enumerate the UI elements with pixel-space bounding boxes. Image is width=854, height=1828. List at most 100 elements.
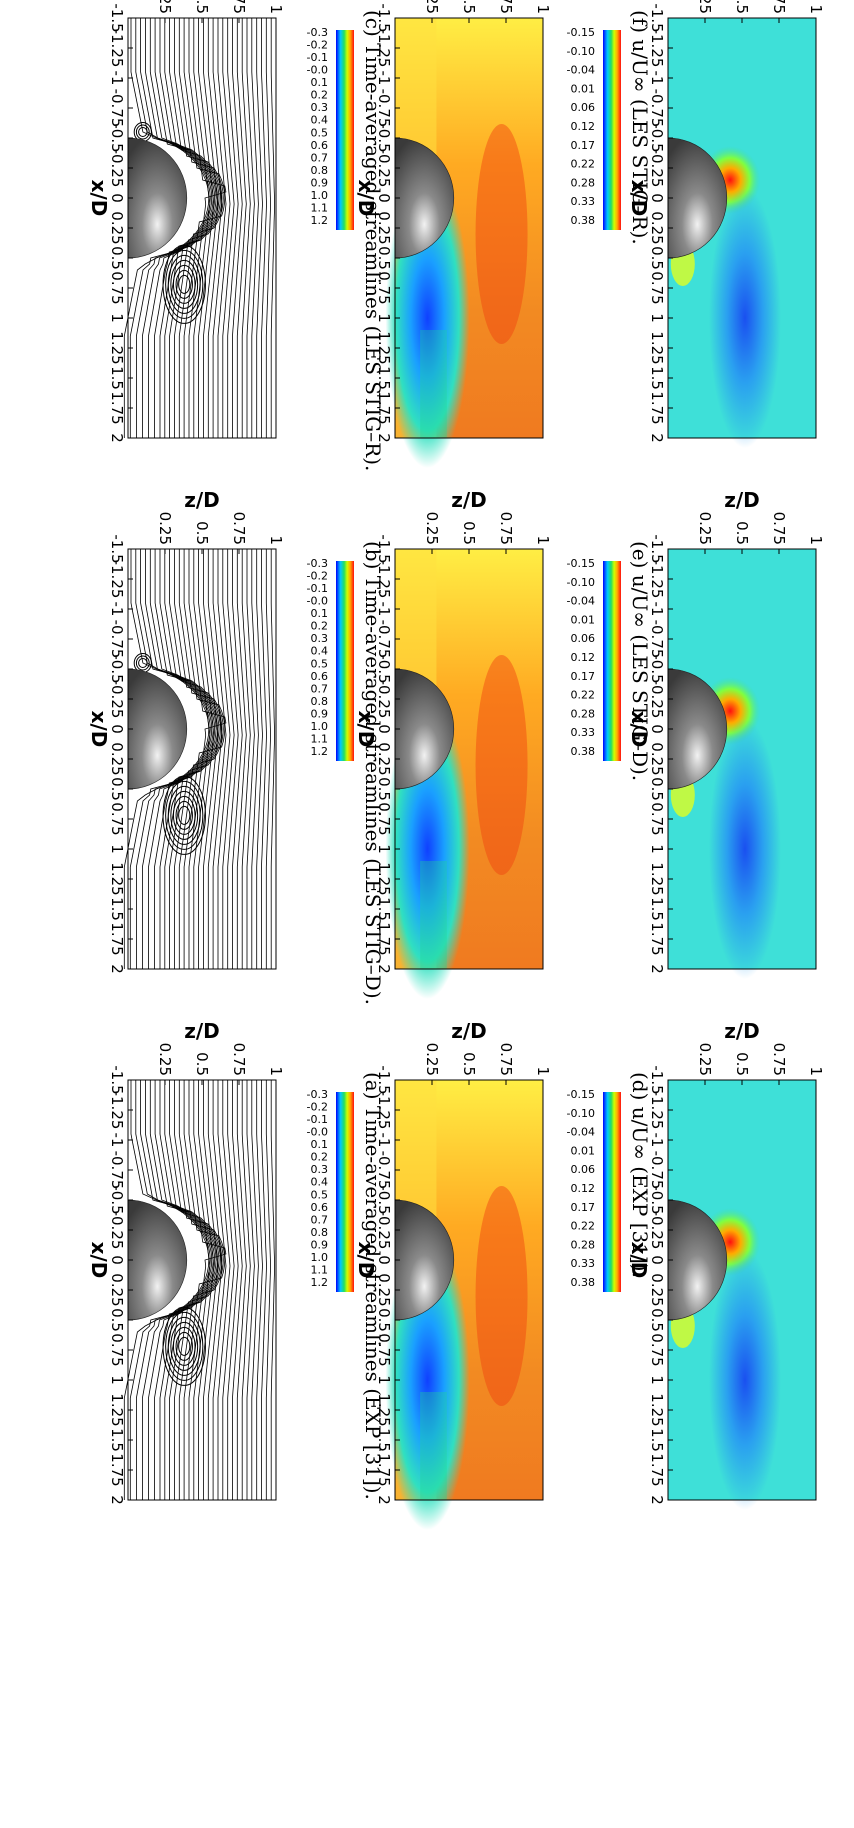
w-les-d-xtick-label: -0.25 bbox=[648, 680, 666, 719]
u-les-r-wake-tail bbox=[420, 330, 447, 438]
u-les-d-xtick-label: -1 bbox=[375, 602, 393, 617]
colorbar-w-les-d-tick: -0.15 bbox=[567, 557, 595, 570]
colorbar-u-les-r-tick: -0.2 bbox=[307, 39, 328, 52]
streamlines-exp-streamline bbox=[142, 1080, 214, 1500]
u-les-d-ytick-label: 1 bbox=[534, 535, 552, 545]
streamlines-les-d-streamline bbox=[270, 549, 276, 969]
colorbar-u-les-r-tick: 1.2 bbox=[311, 214, 329, 227]
colorbar-u-les-r-bar bbox=[336, 30, 354, 230]
u-les-r-xtick-label: 1.25 bbox=[375, 331, 393, 364]
w-les-r-xtick-label: -1 bbox=[648, 71, 666, 86]
streamlines-exp-streamline bbox=[212, 1080, 227, 1500]
streamlines-exp-wake-vortex bbox=[165, 1311, 204, 1381]
u-exp-wake-tail bbox=[420, 1392, 447, 1500]
streamlines-les-r-xtick-label: 1.25 bbox=[108, 331, 126, 364]
u-les-r-xtick-label: -1.25 bbox=[375, 29, 393, 68]
streamlines-exp-wake-vortex bbox=[178, 1336, 191, 1356]
streamlines-les-r-streamline bbox=[246, 18, 255, 438]
streamlines-les-r-streamline bbox=[256, 18, 263, 438]
u-exp-xtick-label: -0.25 bbox=[375, 1211, 393, 1250]
u-les-r-xlabel: x/D bbox=[354, 180, 378, 217]
streamlines-exp-xtick-label: -0.5 bbox=[108, 1185, 126, 1214]
streamlines-les-d-xtick-label: 1.75 bbox=[108, 922, 126, 955]
w-exp-xtick-label: -0.5 bbox=[648, 1185, 666, 1214]
w-les-d-ytick-label: 0.5 bbox=[733, 521, 751, 545]
w-exp-ytick-label: 0.5 bbox=[733, 1052, 751, 1076]
streamlines-exp-xlabel: x/D bbox=[87, 1242, 111, 1279]
streamlines-les-d-streamline bbox=[159, 549, 218, 969]
colorbar-w-les-d-tick: 0.17 bbox=[571, 670, 596, 683]
u-exp-xtick-label: 0 bbox=[375, 1255, 393, 1265]
colorbar-u-les-r-tick: 1.1 bbox=[311, 201, 329, 214]
streamlines-exp-streamline bbox=[270, 1080, 276, 1500]
caption-u-les-r: (f) u/U∞ (LES STIG–R). bbox=[628, 10, 652, 245]
u-exp-sphere bbox=[394, 1199, 455, 1321]
streamlines-les-r-xtick-label: 1.5 bbox=[108, 366, 126, 390]
streamlines-exp-xtick-label: -1.5 bbox=[108, 1065, 126, 1094]
streamlines-exp-streamline bbox=[164, 1080, 220, 1500]
colorbar-u-les-d-tick: -0.1 bbox=[307, 582, 328, 595]
streamlines-les-r-wake-vortex bbox=[172, 264, 196, 304]
colorbar-w-exp-tick: -0.04 bbox=[567, 1126, 595, 1139]
streamlines-exp-streamline bbox=[222, 1080, 235, 1500]
panel-u-les-d: -1.5-1.25-1-0.75-0.5-0.2500.250.50.7511.… bbox=[354, 488, 552, 999]
streamlines-les-d-streamline bbox=[129, 549, 211, 969]
w-les-d-xtick-label: 1.5 bbox=[648, 897, 666, 921]
u-les-d-xtick-label: 1.25 bbox=[375, 862, 393, 895]
streamlines-les-d-ytick-label: 1 bbox=[267, 535, 285, 545]
u-exp-xtick-label: -1 bbox=[375, 1133, 393, 1148]
colorbar-w-les-d-tick: 0.22 bbox=[571, 689, 596, 702]
streamlines-les-d-xtick-label: 0.75 bbox=[108, 802, 126, 835]
u-les-r-xtick-label: -1.5 bbox=[375, 3, 393, 32]
streamlines-exp-wake-vortex bbox=[170, 1321, 199, 1371]
colorbar-w-exp-bar bbox=[603, 1092, 621, 1292]
streamlines-les-d-streamline bbox=[217, 549, 231, 969]
w-les-d-xtick-label: -1.5 bbox=[648, 534, 666, 563]
streamlines-exp-xtick-label: 1.5 bbox=[108, 1428, 126, 1452]
colorbar-w-les-r-tick: 0.01 bbox=[571, 82, 596, 95]
streamlines-les-d-xtick-label: -1 bbox=[108, 602, 126, 617]
colorbar-u-les-r-tick: -0.1 bbox=[307, 51, 328, 64]
w-les-d-xtick-label: -0.75 bbox=[648, 620, 666, 659]
colorbar-w-les-d-tick: 0.12 bbox=[571, 651, 596, 664]
streamlines-les-d-streamline bbox=[222, 549, 235, 969]
colorbar-w-les-d: -0.15 -0.10 -0.04 0.01 0.06 0.12 0.17 0.22 0.28 0… bbox=[567, 557, 621, 761]
streamlines-les-r-horseshoe-vortex bbox=[135, 124, 150, 140]
streamlines-exp-streamline bbox=[123, 1080, 210, 1500]
colorbar-w-les-r-tick: 0.17 bbox=[571, 139, 596, 152]
colorbar-w-les-r-tick: 0.28 bbox=[571, 176, 596, 189]
w-les-r-xtick-label: 0.25 bbox=[648, 211, 666, 244]
colorbar-u-exp-bar bbox=[336, 1092, 354, 1292]
w-les-r-downwash bbox=[708, 188, 781, 448]
u-les-d-xtick-label: 0 bbox=[375, 724, 393, 734]
streamlines-les-r-xtick-label: -1.25 bbox=[108, 29, 126, 68]
streamlines-les-d-wake-vortex bbox=[172, 795, 196, 835]
colorbar-w-exp-tick: 0.01 bbox=[571, 1144, 596, 1157]
caption-stream-exp: (a) Time-averaged streamlines (EXP [31])… bbox=[361, 1072, 385, 1500]
streamlines-les-r-streamline bbox=[207, 18, 223, 438]
w-les-d-ytick-label: 1 bbox=[807, 535, 825, 545]
streamlines-exp-ytick-label: 1 bbox=[267, 1066, 285, 1076]
colorbar-u-exp-tick: 0.6 bbox=[311, 1201, 329, 1214]
streamlines-exp-streamline bbox=[159, 1080, 218, 1500]
colorbar-u-exp-tick: 1.2 bbox=[311, 1276, 329, 1289]
w-les-r-xtick-label: 1.5 bbox=[648, 366, 666, 390]
streamlines-exp-streamline bbox=[129, 1080, 211, 1500]
w-exp-ytick-label: 1 bbox=[807, 1066, 825, 1076]
streamlines-exp-streamline bbox=[251, 1080, 259, 1500]
panel-u-les-r: -1.5-1.25-1-0.75-0.5-0.2500.250.50.7511.… bbox=[354, 0, 552, 468]
streamlines-les-d-wake-vortex bbox=[167, 785, 201, 845]
caption-u-les-d-text: (e) u/U∞ (LES STIG–D). bbox=[628, 541, 652, 781]
w-les-r-xtick-label: 2 bbox=[648, 433, 666, 443]
streamlines-exp-streamline bbox=[236, 1080, 247, 1500]
streamlines-les-d-xtick-label: -0.5 bbox=[108, 654, 126, 683]
u-les-d-ytick-label: 0.75 bbox=[497, 512, 515, 545]
u-les-d-acceleration bbox=[475, 655, 528, 875]
colorbar-w-les-d-tick: 0.01 bbox=[571, 613, 596, 626]
w-les-r-xtick-label: 1 bbox=[648, 313, 666, 323]
colorbar-u-les-d-tick: 0.9 bbox=[311, 707, 329, 720]
streamlines-les-r-streamline bbox=[123, 18, 210, 438]
caption-stream-les-d-text: (b) Time-averaged streamlines (LES STIG–… bbox=[361, 541, 385, 1005]
colorbar-u-exp-tick: 0.4 bbox=[311, 1176, 329, 1189]
w-exp-sphere bbox=[667, 1199, 728, 1321]
